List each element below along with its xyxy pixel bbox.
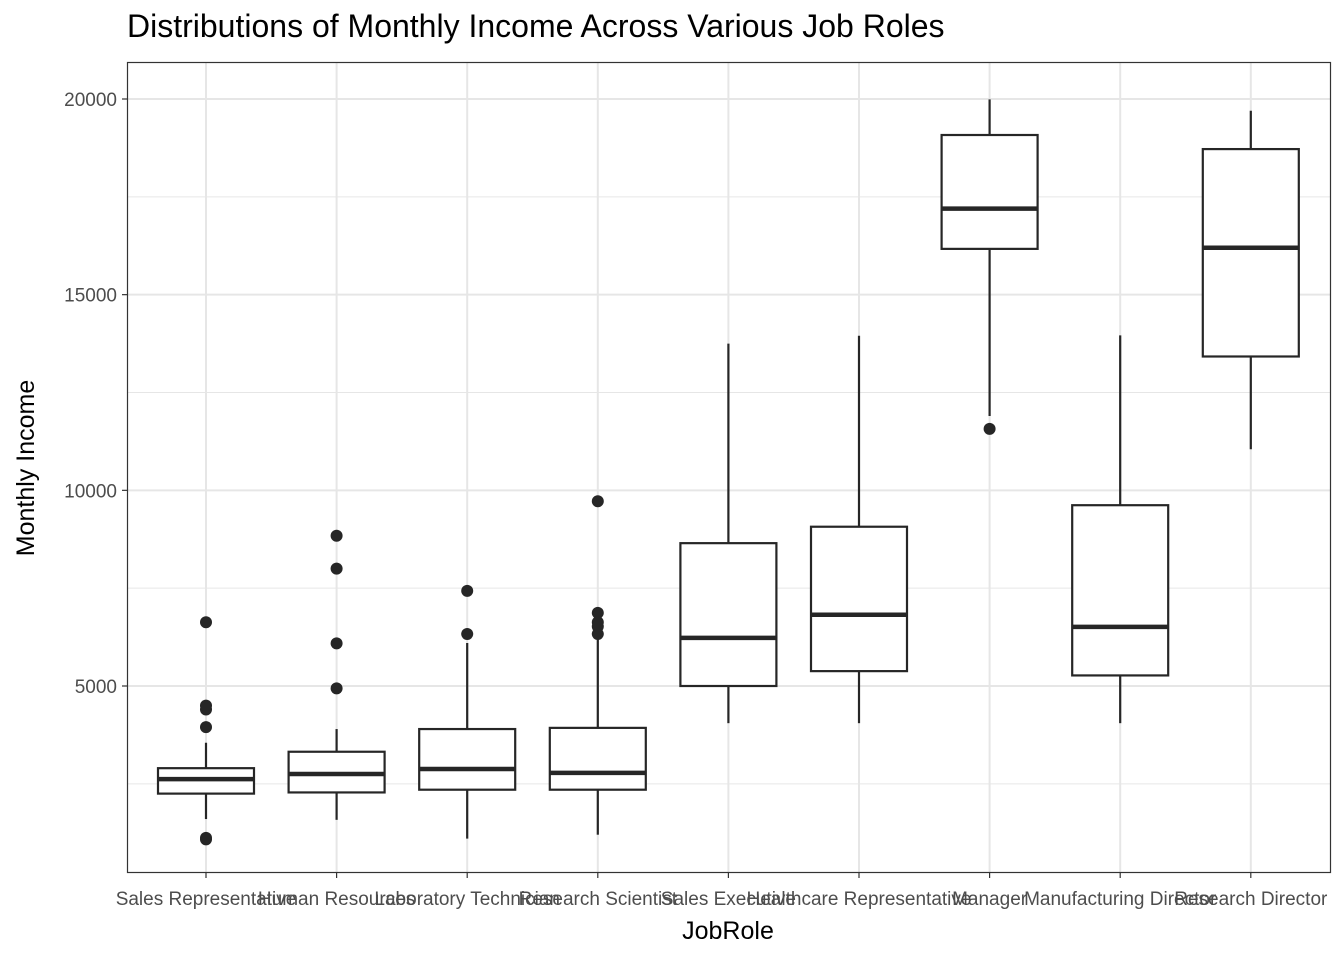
outlier-point — [330, 562, 343, 575]
outlier-point — [200, 721, 212, 734]
box-2 — [287, 529, 386, 820]
outlier-point — [200, 831, 212, 844]
box-9 — [1201, 110, 1300, 450]
y-axis-title: Monthly Income — [12, 380, 40, 556]
iqr-box — [940, 133, 1039, 250]
y-tick-label: 20000 — [64, 90, 117, 111]
box-8 — [1071, 335, 1170, 724]
box-layer — [156, 99, 1300, 846]
box-1 — [156, 616, 256, 846]
x-tick-label: Manager — [952, 889, 1028, 910]
outlier-point — [461, 584, 474, 597]
box-4 — [548, 495, 647, 835]
outlier-point — [330, 529, 343, 542]
outlier-point — [461, 627, 474, 640]
outlier-point — [330, 637, 343, 650]
outlier-point — [200, 616, 212, 629]
iqr-box — [679, 542, 778, 688]
y-tick-label: 15000 — [64, 286, 117, 307]
x-tick-label: Research Director — [1174, 889, 1328, 910]
outlier-point — [591, 616, 604, 629]
x-tick-label: Sales Representative — [116, 889, 297, 910]
outlier-point — [330, 682, 343, 695]
box-7 — [940, 99, 1039, 435]
iqr-box — [1071, 504, 1170, 677]
box-6 — [809, 335, 909, 724]
x-tick-label: Human Resources — [258, 889, 415, 910]
box-3 — [418, 584, 517, 839]
x-tick-label: Healthcare Representative — [747, 889, 972, 910]
iqr-box — [1201, 147, 1300, 358]
y-tick-label: 10000 — [64, 481, 117, 502]
outlier-point — [200, 699, 212, 712]
y-tick-label: 5000 — [75, 677, 117, 698]
outlier-point — [591, 495, 604, 508]
x-tick-label: Manufacturing Director — [1024, 889, 1217, 910]
iqr-box — [809, 525, 909, 673]
outlier-point — [983, 422, 996, 435]
x-tick-label: Laboratory Technician — [374, 889, 560, 910]
x-axis-title: JobRole — [682, 917, 774, 945]
outlier-point — [591, 606, 604, 619]
chart-title: Distributions of Monthly Income Across V… — [127, 8, 945, 44]
box-5 — [679, 343, 778, 724]
x-tick-label: Sales Executive — [661, 889, 796, 910]
iqr-box — [418, 727, 517, 791]
x-tick-label: Research Scientist — [519, 889, 678, 910]
iqr-box — [548, 726, 647, 791]
